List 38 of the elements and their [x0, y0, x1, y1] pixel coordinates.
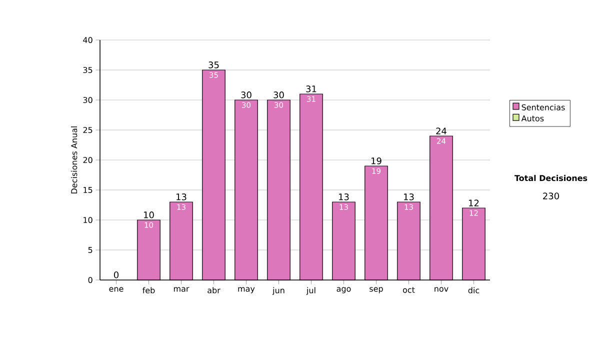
total-label: 0	[114, 271, 119, 278]
x-tick-label: abr	[208, 287, 220, 294]
text: Total Decisiones	[514, 174, 588, 182]
total-label: 19	[372, 157, 382, 164]
total-label: 10	[144, 211, 154, 218]
x-tick-label: may	[238, 287, 255, 294]
legend-label: Sentencias	[522, 104, 565, 110]
y-tick-label: 15	[84, 187, 92, 193]
total-label: 24	[436, 128, 446, 134]
y-tick-label: 35	[83, 66, 92, 74]
x-tick-label: jul	[306, 287, 316, 295]
total-label: 13	[404, 193, 414, 200]
text: 230	[543, 192, 559, 200]
total-label: 30	[241, 91, 252, 98]
x-tick-label: oct	[402, 287, 415, 293]
x-tick-label: jun	[272, 287, 284, 295]
y-tick-label: 10	[84, 216, 92, 224]
legend-label: Autos	[521, 115, 544, 122]
y-tick-label: 40	[83, 36, 92, 44]
y-tick-label: 30	[83, 96, 92, 104]
total-label: 30	[274, 91, 284, 98]
total-label: 13	[176, 193, 186, 200]
y-tick-label: 5	[88, 247, 92, 253]
x-tick-label: feb	[142, 287, 155, 294]
total-label: 13	[339, 193, 349, 200]
x-tick-label: ago	[336, 287, 351, 294]
x-tick-label: ene	[109, 287, 124, 292]
y-tick-label: 0	[88, 276, 92, 284]
x-tick-label: mar	[174, 287, 190, 292]
x-tick-label: dic	[468, 287, 480, 294]
y-tick-label: 20	[83, 156, 92, 164]
total-label: 12	[469, 200, 479, 206]
x-tick-label: sep	[370, 287, 383, 294]
y-tick-label: 25	[83, 126, 92, 134]
y-axis-title: Decisiones Anual	[70, 126, 78, 194]
total-label: 31	[306, 85, 316, 92]
total-label: 35	[208, 61, 219, 68]
x-tick-label: nov	[434, 287, 448, 292]
